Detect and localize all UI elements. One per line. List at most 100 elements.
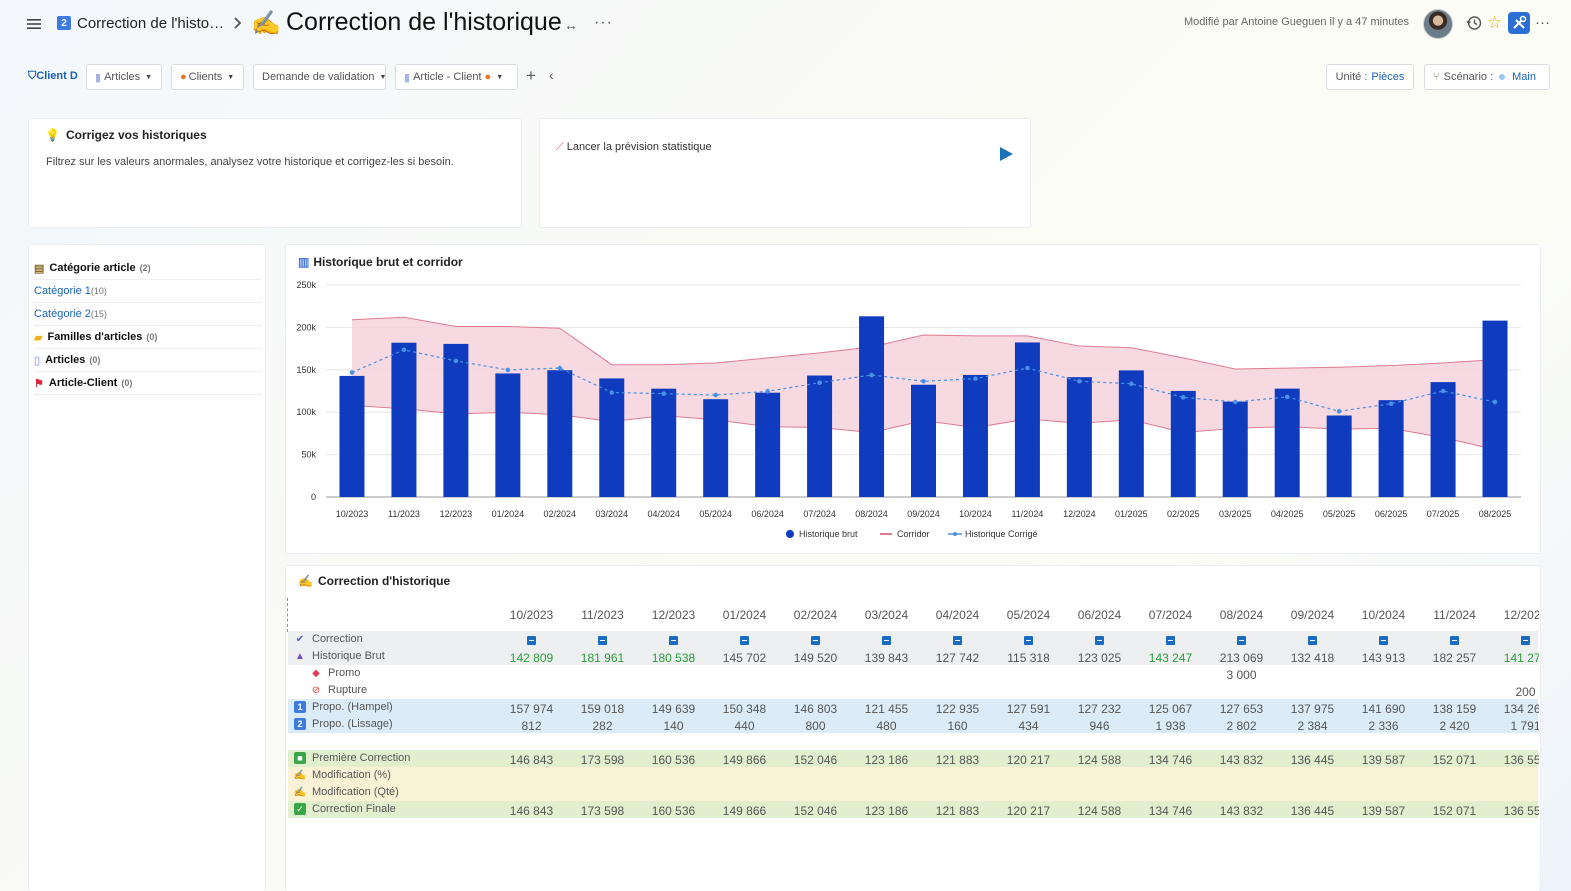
corrected-point[interactable] <box>1388 401 1394 407</box>
table-cell[interactable]: 143 832 <box>1219 804 1264 818</box>
table-cell[interactable]: 152 071 <box>1432 753 1477 767</box>
more-menu-icon[interactable]: ··· <box>1535 14 1550 31</box>
corrected-point[interactable] <box>349 370 355 375</box>
table-cell[interactable]: 152 046 <box>793 753 838 767</box>
collapse-toggle[interactable] <box>638 634 709 648</box>
table-cell[interactable]: 134 746 <box>1148 804 1193 818</box>
bar[interactable] <box>962 374 988 497</box>
table-cell[interactable]: 213 069 <box>1219 651 1264 665</box>
table-cell[interactable]: 123 186 <box>864 804 909 818</box>
table-cell[interactable]: 123 186 <box>864 753 909 767</box>
table-cell[interactable]: 134 260 <box>1503 702 1539 716</box>
table-cell[interactable]: 124 588 <box>1077 804 1122 818</box>
bar[interactable] <box>599 378 625 497</box>
table-cell[interactable]: 142 809 <box>509 651 554 665</box>
table-cell[interactable]: 173 598 <box>580 804 625 818</box>
table-cell[interactable]: 127 653 <box>1219 702 1264 716</box>
corrected-point[interactable] <box>869 372 874 378</box>
table-cell[interactable]: 132 418 <box>1290 651 1335 665</box>
corrected-point[interactable] <box>921 378 926 384</box>
table-cell[interactable]: 121 883 <box>935 753 980 767</box>
articles-filter-button[interactable]: ▮ Articles ▼ <box>86 64 162 90</box>
table-cell[interactable]: 152 071 <box>1432 804 1477 818</box>
bar[interactable] <box>1222 401 1248 497</box>
table-cell[interactable]: 136 445 <box>1290 753 1335 767</box>
bar[interactable] <box>443 343 469 497</box>
table-cell[interactable]: 123 025 <box>1077 651 1122 665</box>
client-filter[interactable]: ⛉Client D <box>28 70 78 83</box>
table-cell[interactable]: 2 802 <box>1226 719 1257 733</box>
table-cell[interactable]: 146 803 <box>793 702 838 716</box>
table-cell[interactable]: 120 217 <box>1006 804 1051 818</box>
corrected-point[interactable] <box>1492 399 1498 405</box>
add-filter-icon[interactable]: + <box>526 66 536 85</box>
corrected-point[interactable] <box>973 376 978 381</box>
table-cell[interactable]: 146 843 <box>509 753 554 767</box>
table-cell[interactable]: 180 538 <box>651 651 696 665</box>
table-cell[interactable]: 137 975 <box>1290 702 1335 716</box>
collapse-toggle[interactable] <box>922 634 993 648</box>
table-cell[interactable]: 141 690 <box>1361 702 1406 716</box>
legend-label[interactable]: Historique brut <box>799 529 858 539</box>
table-cell[interactable]: 138 159 <box>1432 702 1477 716</box>
table-cell[interactable]: 157 974 <box>509 702 554 716</box>
table-cell[interactable]: 160 536 <box>651 804 696 818</box>
table-cell[interactable]: 152 046 <box>793 804 838 818</box>
play-icon[interactable] <box>998 146 1014 162</box>
table-cell[interactable]: 282 <box>592 719 613 733</box>
bar[interactable] <box>1430 382 1456 497</box>
table-cell[interactable]: 140 <box>663 719 684 733</box>
corrected-point[interactable] <box>1025 365 1030 371</box>
collapse-toggle[interactable] <box>1064 634 1135 648</box>
corrected-point[interactable] <box>661 391 667 396</box>
table-cell[interactable]: 122 935 <box>935 702 980 716</box>
left-right-arrows-icon[interactable]: ↔ <box>564 17 578 33</box>
table-cell[interactable]: 159 018 <box>580 702 625 716</box>
hamburger-menu-icon[interactable] <box>24 14 44 34</box>
corrected-point[interactable] <box>557 365 563 371</box>
table-cell[interactable]: 182 257 <box>1432 651 1477 665</box>
legend-label[interactable]: Historique Corrigé <box>965 529 1038 539</box>
bar[interactable] <box>1170 390 1196 497</box>
tools-button[interactable] <box>1508 12 1530 34</box>
table-cell[interactable]: 146 843 <box>509 804 554 818</box>
bar[interactable] <box>1378 400 1404 497</box>
collapse-toggle[interactable] <box>496 634 567 648</box>
avatar[interactable] <box>1423 9 1453 39</box>
table-cell[interactable]: 139 843 <box>864 651 909 665</box>
history-icon[interactable] <box>1465 14 1483 32</box>
table-cell[interactable]: 127 742 <box>935 651 980 665</box>
table-cell[interactable]: 200 <box>1515 685 1536 699</box>
corrected-point[interactable] <box>1129 381 1134 387</box>
table-cell[interactable]: 149 639 <box>651 702 696 716</box>
sidebar-item[interactable]: ⚑ Article-Client (0) <box>34 372 262 395</box>
bar[interactable] <box>1326 415 1352 497</box>
clients-filter-button[interactable]: ● Clients ▼ <box>171 64 244 90</box>
table-cell[interactable]: 136 550 <box>1503 753 1539 767</box>
table-cell[interactable]: 136 445 <box>1290 804 1335 818</box>
table-cell[interactable]: 124 588 <box>1077 753 1122 767</box>
table-cell[interactable]: 143 913 <box>1361 651 1406 665</box>
scenario-selector[interactable]: ⑂ Scénario : Main <box>1424 64 1550 90</box>
bar[interactable] <box>1482 320 1508 497</box>
table-cell[interactable]: 440 <box>734 719 755 733</box>
sidebar-item[interactable]: ▯ Articles (0) <box>34 349 262 372</box>
table-cell[interactable]: 812 <box>521 719 542 733</box>
table-cell[interactable]: 3 000 <box>1226 668 1257 682</box>
table-cell[interactable]: 139 587 <box>1361 753 1406 767</box>
corrected-point[interactable] <box>1284 394 1290 400</box>
bar[interactable] <box>1066 377 1092 497</box>
table-cell[interactable]: 1 791 <box>1510 719 1539 733</box>
collapse-toggle[interactable] <box>1135 634 1206 648</box>
table-cell[interactable]: 160 536 <box>651 753 696 767</box>
collapse-toggle[interactable] <box>1490 634 1539 648</box>
collapse-toggle[interactable] <box>780 634 851 648</box>
table-cell[interactable]: 121 455 <box>864 702 909 716</box>
bar[interactable] <box>391 342 417 497</box>
table-cell[interactable]: 1 938 <box>1155 719 1186 733</box>
table-cell[interactable]: 120 217 <box>1006 753 1051 767</box>
bar[interactable] <box>807 375 833 497</box>
corrected-point[interactable] <box>609 390 615 395</box>
bar[interactable] <box>755 392 781 497</box>
corrected-point[interactable] <box>453 358 459 364</box>
